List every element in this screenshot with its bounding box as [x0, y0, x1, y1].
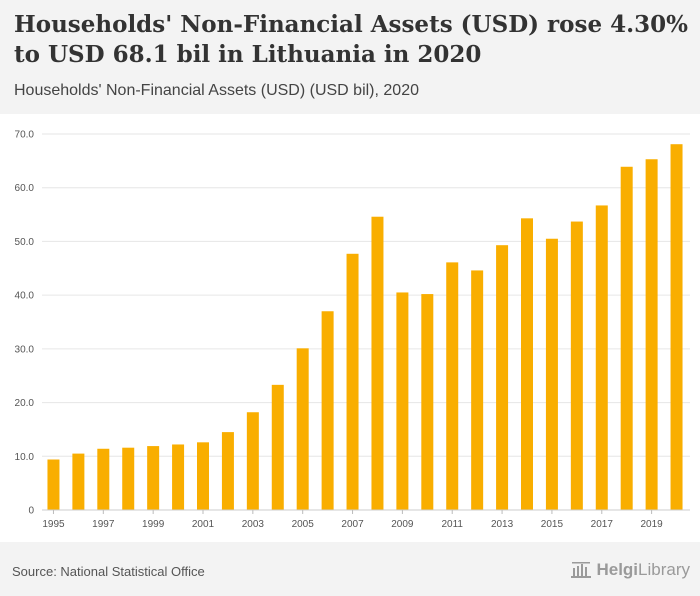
- bar-2013[interactable]: [496, 245, 509, 510]
- y-axis-labels: 0 10.0 20.0 30.0 40.0 50.0 60.0 70.0: [15, 130, 35, 517]
- bar-2020[interactable]: [670, 144, 683, 510]
- bar-1995[interactable]: [47, 459, 60, 510]
- bar-2007[interactable]: [346, 253, 359, 511]
- logo-text-rest: Library: [638, 560, 690, 579]
- logo-text: HelgiLibrary: [596, 560, 690, 580]
- bar-2003[interactable]: [246, 412, 259, 510]
- logo-text-bold: Helgi: [596, 560, 639, 579]
- x-tick-label: 2013: [491, 519, 514, 530]
- x-axis-labels: 1995 1997 1999 2001 2003 2005 2007 2009 2011 2013…: [42, 510, 663, 530]
- x-tick-label: 2005: [292, 519, 315, 530]
- x-tick-label: 1997: [92, 519, 115, 530]
- building-icon: [571, 562, 592, 578]
- bar-2016[interactable]: [570, 221, 583, 510]
- helgilibrary-logo[interactable]: HelgiLibrary: [570, 560, 690, 580]
- bar-2014[interactable]: [521, 218, 533, 510]
- source-note: Source: National Statistical Office: [12, 564, 205, 579]
- bar-2001[interactable]: [197, 442, 209, 510]
- bar-2000[interactable]: [172, 444, 185, 510]
- bar-2009[interactable]: [396, 292, 409, 510]
- bar-2011[interactable]: [446, 262, 459, 510]
- bar-2008[interactable]: [371, 216, 384, 510]
- x-tick-label: 2003: [242, 519, 265, 530]
- bar-2019[interactable]: [645, 159, 658, 510]
- x-tick-label: 2007: [341, 519, 364, 530]
- bar-2002[interactable]: [221, 432, 234, 510]
- bar-chart: 010.020.030.040.050.060.070.0 1995 1997 19…: [15, 130, 690, 530]
- bar-2004[interactable]: [271, 384, 284, 510]
- bars: [47, 144, 683, 511]
- bar-1999[interactable]: [147, 446, 160, 510]
- x-tick-label: 1995: [42, 519, 65, 530]
- y-tick-label: 70.0: [15, 130, 35, 141]
- bar-2005[interactable]: [296, 348, 309, 510]
- gridlines: [42, 133, 690, 457]
- chart-title: Households' Non-Financial Assets (USD) r…: [14, 11, 688, 68]
- x-tick-label: 2001: [192, 519, 215, 530]
- bar-2015[interactable]: [545, 238, 558, 510]
- x-tick-label: 2009: [391, 519, 414, 530]
- chart-subtitle: Households' Non-Financial Assets (USD) (…: [14, 82, 419, 99]
- bar-2006[interactable]: [321, 311, 334, 510]
- y-tick-label: 30.0: [15, 344, 35, 355]
- x-tick-label: 2017: [591, 519, 614, 530]
- bar-1997[interactable]: [97, 448, 110, 510]
- y-tick-label: 50.0: [15, 237, 35, 248]
- bar-2010[interactable]: [421, 294, 434, 510]
- bar-2017[interactable]: [595, 205, 608, 510]
- x-tick-label: 1999: [142, 519, 165, 530]
- y-tick-label: 60.0: [15, 183, 35, 194]
- y-tick-label: 40.0: [15, 291, 35, 302]
- bar-2018[interactable]: [620, 166, 633, 510]
- bar-1996[interactable]: [72, 453, 85, 510]
- y-tick-label: 10.0: [15, 452, 35, 463]
- chart-header: Households' Non-Financial Assets (USD) r…: [0, 0, 700, 112]
- y-tick-label: 20.0: [15, 398, 35, 409]
- x-tick-label: 2015: [541, 519, 564, 530]
- y-tick-label: 0: [28, 506, 34, 517]
- x-tick-label: 2019: [640, 519, 663, 530]
- bar-1998[interactable]: [122, 447, 135, 510]
- bar-2012[interactable]: [471, 270, 484, 510]
- x-tick-label: 2011: [441, 519, 463, 530]
